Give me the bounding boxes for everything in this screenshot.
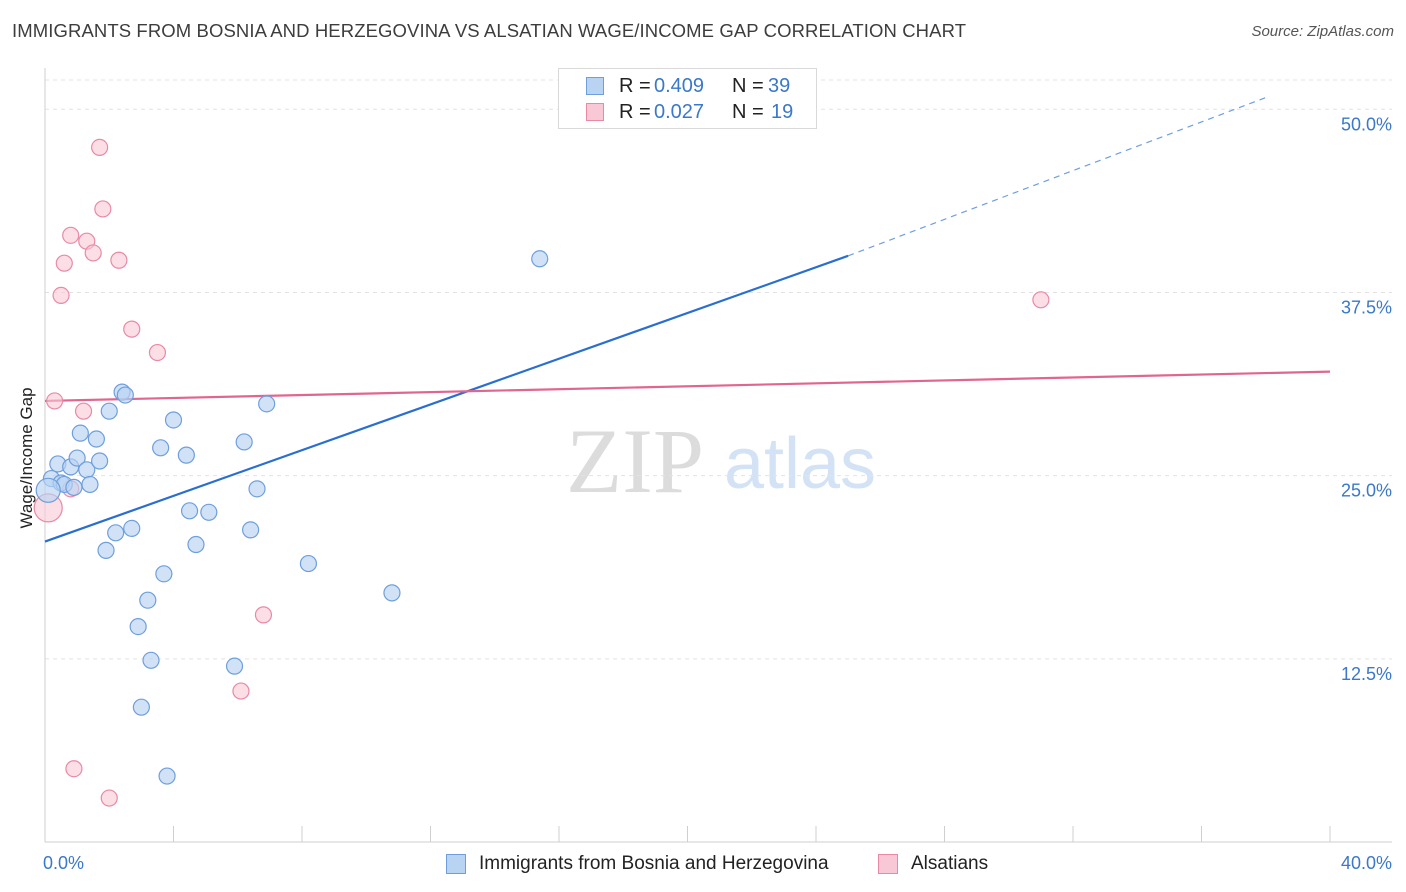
legend-swatch-bosnia [446,854,466,874]
n-value: 19 [771,101,794,123]
point-alsatians [100,789,118,807]
legend-label-bosnia: Immigrants from Bosnia and Herzegovina [479,853,829,874]
point-bosnia [155,565,173,583]
axes [44,68,1392,843]
legend-swatch-alsatians [878,854,898,874]
gridlines [45,79,1392,660]
point-alsatians [62,226,80,244]
y-tick-label: 25.0% [1341,481,1392,501]
r-value: 0.027 [654,101,705,123]
point-alsatians [84,244,102,262]
x-tick-label: 0.0% [43,853,84,873]
point-alsatians [74,402,93,420]
point-alsatians [1032,291,1050,309]
point-bosnia [242,521,260,539]
trend-lines [44,97,1331,543]
point-alsatians [52,286,70,305]
point-bosnia [68,449,86,467]
point-bosnia [35,477,61,503]
point-alsatians [254,606,273,624]
point-bosnia [152,439,170,457]
point-bosnia [100,402,118,420]
trend-line-bosnia-extension [847,97,1266,257]
point-bosnia [158,767,176,785]
point-bosnia [65,478,83,496]
n-value: 39 [768,75,791,97]
point-alsatians [94,200,112,218]
point-bosnia [235,433,253,451]
point-alsatians [123,320,141,338]
r-label: R = [619,75,651,97]
point-bosnia [531,250,549,268]
y-tick-label: 12.5% [1341,664,1392,684]
point-bosnia [116,386,134,404]
y-tick-label: 37.5% [1341,297,1392,317]
point-bosnia [81,475,99,494]
point-bosnia [97,541,115,559]
point-bosnia [71,424,89,442]
point-alsatians [148,343,167,362]
trend-line-alsatians [44,370,1331,403]
point-alsatians [65,760,83,778]
legend-swatch-bosnia [586,77,604,95]
legend-swatch-alsatians [586,103,604,121]
r-value: 0.409 [654,75,705,97]
trend-line-bosnia [44,254,849,543]
watermark: ZIP atlas [566,410,876,512]
n-label: N = [732,75,764,97]
source-label: Source: ZipAtlas.com [1251,23,1394,40]
x-tick-label: 40.0% [1341,853,1392,873]
point-alsatians [55,254,73,272]
stats-legend: R = 0.409 N = 39 R = 0.027 N = 19 [558,68,817,129]
y-tick-label: 50.0% [1341,114,1392,134]
point-bosnia [91,452,109,470]
legend-label-alsatians: Alsatians [911,853,989,874]
point-bosnia [107,524,125,542]
chart-title: IMMIGRANTS FROM BOSNIA AND HERZEGOVINA V… [12,20,967,41]
point-bosnia [383,584,401,602]
point-alsatians [46,392,64,410]
point-bosnia [225,657,244,675]
point-bosnia [142,651,160,669]
point-bosnia [123,519,141,538]
watermark-atlas: atlas [724,424,876,504]
point-bosnia [200,503,218,521]
point-bosnia [187,535,205,554]
point-bosnia [129,617,147,636]
point-bosnia [139,591,157,609]
r-label: R = [619,101,651,123]
point-bosnia [258,395,276,413]
watermark-zip: ZIP [566,410,704,512]
point-bosnia [177,446,195,464]
point-bosnia [164,411,183,429]
data-points [33,138,1050,807]
point-alsatians [232,682,250,700]
series-legend: Immigrants from Bosnia and Herzegovina A… [0,852,1406,878]
n-label: N = [732,101,764,123]
tick-labels: 12.5% 25.0% 37.5% 50.0% 0.0% 40.0% [43,114,1392,873]
point-alsatians [110,251,128,269]
point-bosnia [132,698,150,716]
point-bosnia [87,430,106,448]
point-alsatians [91,138,109,157]
point-bosnia [248,480,266,498]
point-bosnia [299,554,318,573]
point-bosnia [180,502,199,520]
